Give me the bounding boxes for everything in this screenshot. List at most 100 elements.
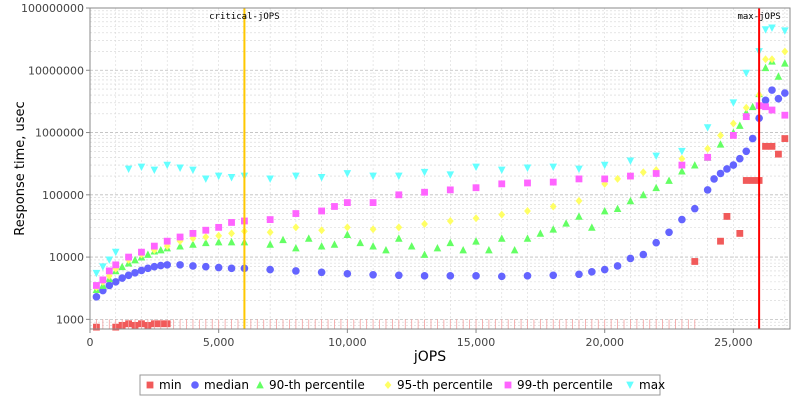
data-point: [781, 135, 789, 142]
data-point: [626, 157, 635, 165]
data-point: [614, 174, 621, 183]
data-point: [652, 170, 660, 177]
data-point: [690, 161, 699, 169]
x-tick-label: 20,000: [585, 336, 624, 349]
data-point: [742, 103, 750, 112]
data-point: [549, 271, 558, 280]
data-point: [678, 215, 686, 224]
data-point: [781, 47, 789, 56]
y-tick-label: 10000000: [28, 64, 84, 77]
data-point: [613, 262, 622, 270]
data-point: [575, 212, 583, 220]
data-point: [768, 142, 776, 150]
data-point: [768, 55, 776, 64]
data-point: [228, 219, 235, 226]
data-point: [723, 213, 731, 220]
legend-item: 95-th percentile: [384, 378, 493, 392]
data-point: [395, 271, 403, 280]
series-99-th-percentile: [93, 102, 789, 289]
data-point: [472, 184, 480, 192]
data-point: [369, 270, 377, 279]
data-point: [189, 262, 197, 270]
data-point: [717, 131, 724, 140]
data-point: [356, 238, 365, 247]
marker-line-label: critical-jOPS: [209, 12, 279, 22]
y-tick-label: 100000: [42, 189, 84, 202]
data-point: [163, 261, 172, 269]
data-point: [639, 250, 648, 259]
data-point: [588, 268, 596, 276]
legend-item: max: [626, 378, 665, 392]
data-point: [742, 147, 751, 156]
data-point: [742, 177, 750, 184]
data-point: [292, 267, 300, 275]
x-tick-label: 10,000: [328, 336, 367, 349]
data-point: [446, 238, 455, 247]
data-point: [111, 248, 120, 257]
data-point: [704, 153, 712, 161]
data-point: [144, 264, 152, 273]
data-point: [774, 72, 783, 80]
data-point: [472, 272, 480, 280]
data-point: [330, 240, 339, 248]
data-point: [176, 164, 184, 172]
data-point: [146, 381, 154, 389]
data-point: [369, 242, 377, 250]
data-point: [317, 268, 326, 277]
data-point: [369, 225, 377, 234]
data-point: [639, 168, 647, 177]
data-point: [369, 199, 377, 206]
data-point: [774, 94, 783, 103]
data-point: [395, 172, 403, 181]
data-point: [549, 163, 558, 171]
data-point: [762, 55, 769, 64]
y-tick-label: 1000000: [35, 127, 84, 140]
data-point: [266, 228, 274, 237]
data-point: [279, 235, 287, 244]
data-point: [748, 102, 757, 111]
data-point: [472, 214, 480, 223]
legend-label: 99-th percentile: [517, 378, 613, 392]
data-point: [497, 234, 506, 242]
data-point: [761, 26, 770, 34]
data-point: [420, 272, 429, 280]
data-point: [446, 216, 454, 225]
data-point: [92, 293, 101, 301]
data-point: [742, 69, 751, 78]
data-point: [176, 233, 184, 241]
data-point: [189, 240, 197, 248]
data-point: [729, 119, 737, 128]
axes: 1000 10000 100000 1000000 10000000 100000000 0…: [21, 2, 791, 349]
data-point: [304, 234, 313, 242]
data-point: [762, 103, 769, 111]
data-point: [421, 188, 428, 196]
data-point: [144, 250, 152, 258]
data-point: [125, 253, 133, 261]
data-point: [343, 223, 351, 232]
data-point: [762, 142, 769, 150]
data-point: [497, 166, 506, 175]
data-point: [420, 250, 429, 258]
data-point: [523, 234, 532, 242]
data-point: [92, 269, 101, 278]
data-point: [395, 191, 403, 199]
data-point: [498, 180, 506, 188]
data-point: [536, 229, 545, 237]
data-point: [575, 196, 583, 205]
data-point: [343, 269, 352, 278]
legend-item: min: [146, 378, 182, 392]
data-point: [189, 166, 197, 175]
data-point: [768, 24, 776, 32]
data-point: [703, 124, 712, 132]
data-point: [691, 258, 699, 265]
data-point: [549, 225, 558, 233]
data-point: [459, 245, 467, 254]
data-point: [690, 204, 699, 213]
data-point: [228, 229, 235, 238]
data-point: [124, 271, 133, 280]
data-point: [575, 165, 583, 173]
data-point: [176, 261, 184, 269]
data-point: [781, 89, 789, 97]
data-point: [317, 174, 326, 182]
data-point: [446, 186, 454, 194]
